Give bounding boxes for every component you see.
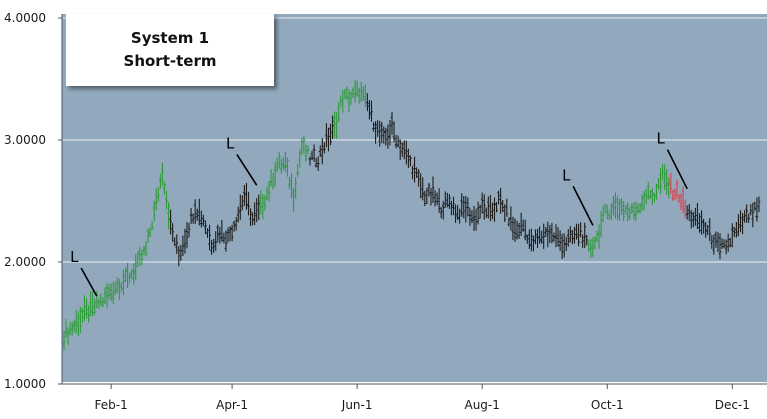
y-tick-label: 4.0000 xyxy=(4,11,46,25)
long-signal-label: L xyxy=(70,248,79,266)
long-signal-label: L xyxy=(562,166,571,184)
long-signal-label: L xyxy=(226,135,235,153)
x-tick-label: Feb-1 xyxy=(95,398,128,412)
long-signal-label: L xyxy=(656,130,665,148)
x-tick-labels: Feb-1 Apr-1 Jun-1 Aug-1 Oct-1 Dec-1 xyxy=(95,384,750,412)
x-tick-label: Dec-1 xyxy=(715,398,750,412)
legend-system-label: System 1 xyxy=(131,27,209,50)
x-tick-label: Apr-1 xyxy=(216,398,248,412)
y-tick-label: 3.0000 xyxy=(4,133,46,147)
x-tick-label: Aug-1 xyxy=(464,398,499,412)
x-tick-label: Oct-1 xyxy=(591,398,624,412)
legend-term-label: Short-term xyxy=(124,50,217,73)
y-tick-label: 1.0000 xyxy=(4,377,46,391)
y-tick-label: 2.0000 xyxy=(4,255,46,269)
legend-box: System 1 Short-term xyxy=(66,14,274,86)
y-tick-labels: 1.0000 2.0000 3.0000 4.0000 xyxy=(4,11,62,391)
x-tick-label: Jun-1 xyxy=(341,398,373,412)
